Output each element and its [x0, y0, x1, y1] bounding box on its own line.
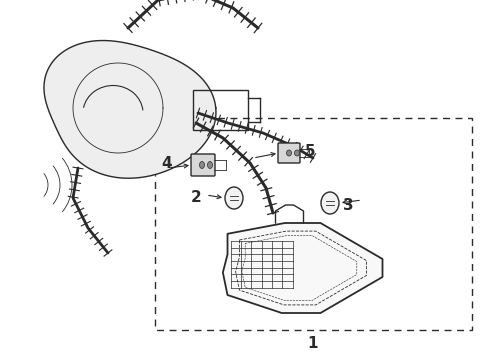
Text: 2: 2	[191, 189, 201, 204]
Text: 1: 1	[308, 336, 318, 351]
Polygon shape	[44, 41, 216, 178]
Text: 5: 5	[305, 144, 315, 159]
Text: 4: 4	[162, 156, 172, 171]
Bar	[155, 118, 472, 330]
Bar	[193, 90, 248, 130]
Ellipse shape	[225, 187, 243, 209]
Ellipse shape	[287, 150, 292, 156]
Ellipse shape	[199, 162, 204, 168]
FancyBboxPatch shape	[191, 154, 215, 176]
Text: 3: 3	[343, 198, 353, 212]
Polygon shape	[223, 223, 383, 313]
Ellipse shape	[207, 162, 213, 168]
Ellipse shape	[294, 150, 299, 156]
Ellipse shape	[321, 192, 339, 214]
FancyBboxPatch shape	[278, 143, 300, 163]
